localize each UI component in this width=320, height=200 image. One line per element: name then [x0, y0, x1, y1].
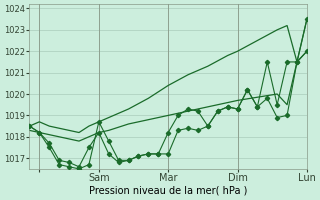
X-axis label: Pression niveau de la mer( hPa ): Pression niveau de la mer( hPa )	[89, 186, 247, 196]
